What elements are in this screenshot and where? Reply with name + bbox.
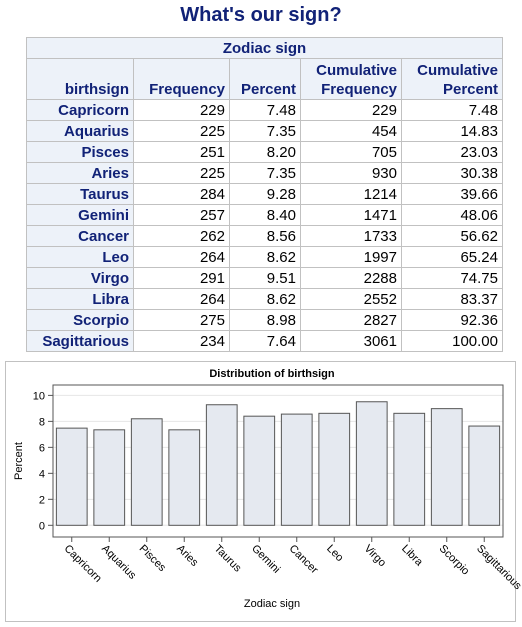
- cell: 14.83: [401, 120, 503, 142]
- row-header: Virgo: [26, 267, 134, 289]
- data-row: Sagittarious 234 7.64 3061 100.00: [26, 330, 503, 352]
- bar: [168, 429, 201, 526]
- header-text: Frequency: [321, 81, 397, 98]
- cell: 83.37: [401, 288, 503, 310]
- row-header: Scorpio: [26, 309, 134, 331]
- cell: 92.36: [401, 309, 503, 331]
- bar: [468, 425, 501, 526]
- plot-frame: [52, 384, 504, 538]
- column-header: Percent: [229, 58, 301, 100]
- cell: 8.40: [229, 204, 301, 226]
- data-row: Gemini 257 8.40 1471 48.06: [26, 204, 503, 226]
- header-text: Percent: [240, 81, 296, 98]
- cell: 3061: [300, 330, 402, 352]
- data-row: Aquarius 225 7.35 454 14.83: [26, 120, 503, 142]
- bar: [93, 429, 126, 526]
- data-row: Libra 264 8.62 2552 83.37: [26, 288, 503, 310]
- row-header: Taurus: [26, 183, 134, 205]
- y-tick-label: 2: [39, 494, 45, 506]
- bar: [130, 418, 163, 526]
- data-row: Pisces 251 8.20 705 23.03: [26, 141, 503, 163]
- bar: [205, 404, 238, 526]
- row-header: Leo: [26, 246, 134, 268]
- cell: 234: [133, 330, 230, 352]
- row-header: Gemini: [26, 204, 134, 226]
- cell: 257: [133, 204, 230, 226]
- cell: 7.35: [229, 120, 301, 142]
- chart-title: Distribution of birthsign: [209, 368, 335, 380]
- bar: [355, 401, 388, 526]
- cell: 291: [133, 267, 230, 289]
- caption-row: Zodiac sign: [26, 37, 503, 59]
- y-axis-label: Percent: [13, 442, 25, 480]
- header-text: Frequency: [149, 81, 225, 98]
- x-axis-label: Zodiac sign: [244, 598, 300, 610]
- row-header: Libra: [26, 288, 134, 310]
- y-tick-label: 10: [33, 390, 45, 402]
- cell: 1733: [300, 225, 402, 247]
- row-header: Capricorn: [26, 99, 134, 121]
- cell: 23.03: [401, 141, 503, 163]
- bar: [430, 408, 463, 526]
- header-text: Percent: [442, 81, 498, 98]
- data-row: Capricorn 229 7.48 229 7.48: [26, 99, 503, 121]
- y-tick-label: 0: [39, 520, 45, 532]
- header-text: birthsign: [64, 81, 129, 98]
- cell: 7.48: [401, 99, 503, 121]
- bar: [55, 427, 88, 526]
- y-tick-label: 6: [39, 442, 45, 454]
- column-header: Frequency: [133, 58, 230, 100]
- header-text: Cumulative: [417, 62, 498, 79]
- page-title: What's our sign?: [180, 4, 342, 26]
- header-text: Cumulative: [316, 62, 397, 79]
- bar: [393, 412, 426, 526]
- row-header: Sagittarious: [26, 330, 134, 352]
- cell: 264: [133, 288, 230, 310]
- table-caption: Zodiac sign: [26, 37, 503, 59]
- bar: [243, 415, 276, 526]
- row-header: Cancer: [26, 225, 134, 247]
- frequency-table: Zodiac sign birthsign Frequency Percent Cumu…: [26, 37, 503, 352]
- cell: 8.20: [229, 141, 301, 163]
- column-header: birthsign: [26, 58, 134, 100]
- bar: [318, 412, 351, 526]
- cell: 65.24: [401, 246, 503, 268]
- cell: 264: [133, 246, 230, 268]
- bar: [280, 413, 313, 526]
- column-header: Cumulative Percent: [401, 58, 503, 100]
- y-tick-label: 8: [39, 416, 45, 428]
- cell: 100.00: [401, 330, 503, 352]
- cell: 225: [133, 120, 230, 142]
- y-tick-label: 4: [39, 468, 45, 480]
